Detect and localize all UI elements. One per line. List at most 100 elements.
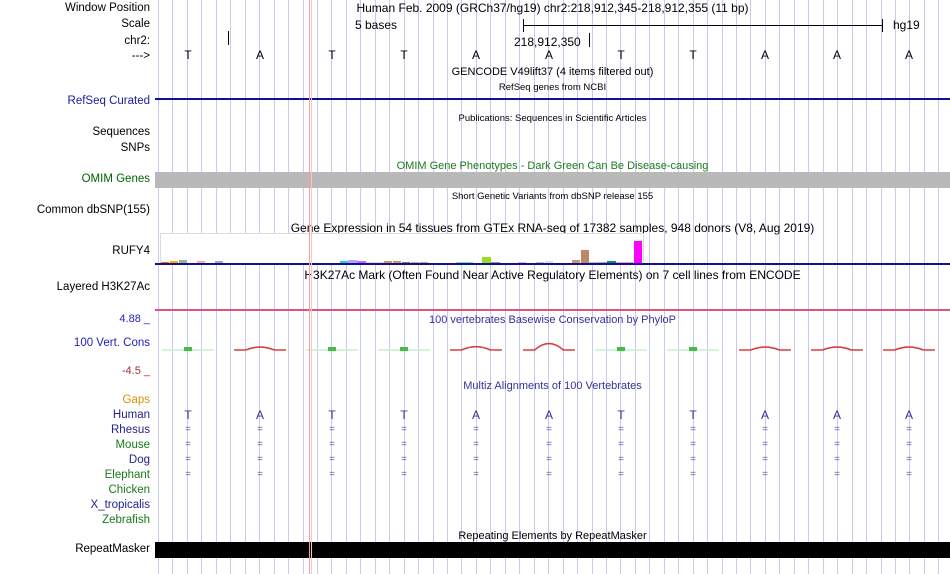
ruler-base: A: [760, 48, 769, 62]
gridline: [736, 0, 737, 574]
chrom-tick: [228, 31, 229, 45]
label-cons-title[interactable]: 100 Vert. Cons: [73, 337, 150, 349]
gridline: [331, 0, 333, 574]
multiz-human-base: A: [832, 408, 841, 422]
gridline: [259, 0, 261, 574]
gridline: [620, 0, 622, 574]
label-common-dbsnp[interactable]: Common dbSNP(155): [36, 204, 150, 216]
species-label-dog[interactable]: Dog: [128, 454, 150, 466]
gtex-bar[interactable]: [366, 261, 375, 264]
gridlines: [155, 0, 950, 574]
multiz-align-mark: =: [762, 439, 768, 450]
label-sequences[interactable]: Sequences: [92, 126, 150, 138]
gridline: [230, 0, 232, 574]
multiz-human-base: A: [760, 408, 769, 422]
species-label-x_tropicalis[interactable]: X_tropicalis: [90, 499, 150, 511]
track-title-repeatmasker[interactable]: Repeating Elements by RepeatMasker: [458, 530, 647, 542]
gtex-bar[interactable]: [544, 261, 554, 264]
gtex-bar[interactable]: [178, 260, 188, 264]
label-snps[interactable]: SNPs: [120, 142, 150, 154]
label-refseq-curated[interactable]: RefSeq Curated: [67, 95, 150, 107]
omim-gene-band[interactable]: [155, 172, 950, 188]
multiz-human-base: T: [184, 408, 192, 422]
species-label-human[interactable]: Human: [112, 409, 150, 421]
gtex-bar[interactable]: [482, 257, 491, 264]
ruler-base: A: [904, 48, 913, 62]
gtex-barchart[interactable]: [160, 233, 644, 264]
ruler-base: T: [328, 48, 336, 62]
gtex-bar[interactable]: [580, 250, 589, 264]
gtex-bar[interactable]: [634, 241, 643, 264]
species-label-rhesus[interactable]: Rhesus: [111, 424, 150, 436]
multiz-align-mark: =: [690, 454, 696, 465]
gtex-baseline: [155, 263, 950, 265]
multiz-align-mark: =: [473, 439, 479, 450]
track-title-multiz[interactable]: Multiz Alignments of 100 Vertebrates: [463, 380, 642, 392]
gridline: [215, 0, 217, 574]
track-title-dbsnp[interactable]: Short Genetic Variants from dbSNP releas…: [451, 191, 654, 202]
position-cursor: [589, 33, 590, 47]
gridline: [793, 0, 795, 574]
gridline: [692, 0, 694, 574]
assembly-short-label: hg19: [893, 18, 920, 32]
ruler-base: A: [544, 48, 553, 62]
label-omim-genes[interactable]: OMIM Genes: [81, 173, 150, 185]
gtex-bar[interactable]: [607, 261, 616, 264]
species-label-zebrafish[interactable]: Zebrafish: [102, 514, 150, 526]
gridline: [389, 0, 391, 574]
multiz-align-mark: =: [185, 424, 191, 435]
gridline: [895, 0, 896, 574]
multiz-human-base: A: [471, 408, 480, 422]
gridline: [288, 0, 290, 574]
gridline: [504, 0, 506, 574]
track-title-h3k27ac[interactable]: H3K27Ac Mark (Often Found Near Active Re…: [304, 268, 801, 282]
gridline: [244, 0, 246, 574]
gridline: [172, 0, 174, 574]
species-label-elephant[interactable]: Elephant: [104, 469, 150, 481]
label-layered-h3k27ac[interactable]: Layered H3K27Ac: [56, 281, 150, 293]
track-data-area[interactable]: Human Feb. 2009 (GRCh37/hg19) chr2:218,9…: [155, 0, 950, 574]
track-title-gtex[interactable]: Gene Expression in 54 tissues from GTEx …: [290, 221, 815, 235]
multiz-human-base: A: [904, 408, 913, 422]
gtex-bar[interactable]: [357, 261, 366, 264]
gtex-bar[interactable]: [393, 261, 402, 264]
conservation-peak: [883, 346, 935, 351]
multiz-align-mark: =: [906, 424, 912, 435]
label-rufy4[interactable]: RUFY4: [112, 245, 150, 257]
track-title-gencode[interactable]: GENCODE V49lift37 (4 items filtered out): [451, 66, 654, 78]
gtex-bar[interactable]: [616, 261, 625, 264]
track-title-phylop[interactable]: 100 vertebrates Basewise Conservation by…: [428, 314, 677, 326]
repeatmasker-band[interactable]: [155, 542, 950, 558]
gtex-bar[interactable]: [402, 261, 411, 264]
gridline: [316, 0, 318, 574]
gtex-bar[interactable]: [375, 261, 384, 264]
conservation-wiggle[interactable]: [155, 330, 950, 370]
multiz-align-mark: =: [257, 454, 263, 465]
track-title-omim[interactable]: OMIM Gene Phenotypes - Dark Green Can Be…: [396, 160, 709, 172]
gtex-bar[interactable]: [214, 261, 223, 264]
gtex-bar[interactable]: [491, 261, 500, 264]
species-label-chicken[interactable]: Chicken: [108, 484, 150, 496]
label-gaps[interactable]: Gaps: [122, 394, 151, 406]
multiz-align-mark: =: [329, 454, 335, 465]
gtex-bar[interactable]: [410, 261, 420, 264]
gtex-bar[interactable]: [384, 261, 393, 264]
conservation-dip: [184, 347, 192, 351]
multiz-align-mark: =: [762, 454, 768, 465]
gridline: [707, 0, 709, 574]
multiz-align-mark: =: [185, 454, 191, 465]
gtex-bar[interactable]: [339, 261, 348, 264]
gridline: [360, 0, 362, 574]
gridline: [649, 0, 651, 574]
species-label-mouse[interactable]: Mouse: [115, 439, 150, 451]
gtex-bar[interactable]: [589, 261, 598, 264]
track-title-publications[interactable]: Publications: Sequences in Scientific Ar…: [458, 113, 647, 124]
label-repeatmasker[interactable]: RepeatMasker: [75, 543, 150, 555]
multiz-align-mark: =: [834, 454, 840, 465]
gtex-bar[interactable]: [571, 260, 580, 264]
gtex-bar[interactable]: [196, 261, 206, 264]
track-title-refseq-ncbi[interactable]: RefSeq genes from NCBI: [498, 82, 607, 93]
gtex-bar[interactable]: [169, 260, 179, 264]
ruler-base: A: [255, 48, 264, 62]
gtex-bar[interactable]: [348, 259, 357, 264]
